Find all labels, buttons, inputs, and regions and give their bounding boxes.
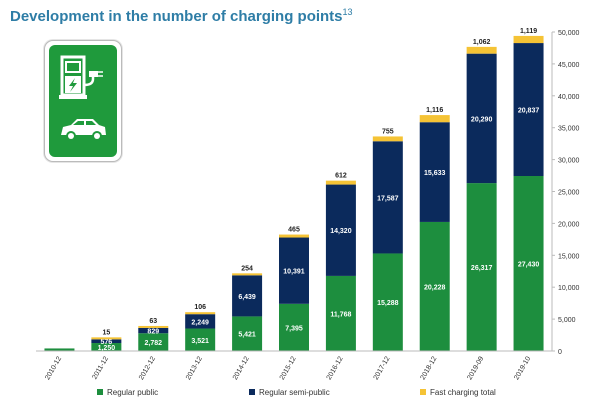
legend-swatch xyxy=(420,389,426,395)
bar-segment xyxy=(185,328,216,351)
x-tick-label: 2018-12 xyxy=(420,355,439,381)
bar-segment xyxy=(279,303,309,351)
data-label: 6,439 xyxy=(238,294,256,301)
y-tick-label: 20,000 xyxy=(558,221,580,228)
bar-segment xyxy=(466,53,497,184)
x-tick-label: 2015-12 xyxy=(279,355,298,381)
bar-segment xyxy=(232,273,263,276)
bar-segment xyxy=(466,46,497,54)
data-label: 612 xyxy=(335,173,347,180)
data-label: 15,288 xyxy=(377,300,399,307)
data-label: 2,249 xyxy=(191,319,209,326)
legend-label: Regular semi-public xyxy=(259,388,330,397)
bar-segment xyxy=(138,327,169,334)
data-label: 576 xyxy=(101,339,113,346)
data-label: 254 xyxy=(241,265,253,272)
x-tick-label: 2012-12 xyxy=(138,355,157,381)
y-tick-label: 0 xyxy=(558,349,562,356)
x-tick-label: 2010-12 xyxy=(44,355,63,381)
bar-segment xyxy=(513,35,544,44)
data-label: 14,320 xyxy=(330,228,352,235)
data-label: 1,116 xyxy=(426,107,443,114)
y-tick-label: 40,000 xyxy=(558,94,580,101)
bar-segment xyxy=(91,343,122,351)
bar-segment xyxy=(372,253,403,351)
bar-segment xyxy=(513,43,544,176)
data-label: 2,782 xyxy=(145,340,163,347)
legend-swatch xyxy=(97,389,103,395)
chart-title: Development in the number of charging po… xyxy=(10,7,353,25)
data-label: 829 xyxy=(147,329,159,336)
y-tick-label: 25,000 xyxy=(558,190,580,197)
data-label: 11,768 xyxy=(330,311,351,318)
bar-segment xyxy=(513,175,544,351)
data-label: 20,290 xyxy=(471,116,493,123)
y-tick-label: 10,000 xyxy=(558,285,580,292)
x-tick-label: 2019-10 xyxy=(513,355,532,381)
bar-segment xyxy=(419,122,450,222)
bar-segment xyxy=(185,314,216,329)
bar-segment xyxy=(138,333,169,351)
data-label: 27,430 xyxy=(518,261,540,268)
bar-segment xyxy=(325,180,356,185)
data-label: 7,395 xyxy=(285,325,303,332)
y-tick-label: 35,000 xyxy=(558,126,580,133)
data-label: 15,633 xyxy=(424,170,446,177)
bar-segment xyxy=(419,221,450,351)
bar-segment xyxy=(279,237,309,304)
data-label: 1,250 xyxy=(98,345,116,352)
legend-label: Regular public xyxy=(107,388,158,397)
x-tick-label: 2011-12 xyxy=(91,355,110,380)
data-label: 5,421 xyxy=(238,332,256,339)
data-label: 465 xyxy=(288,227,300,234)
y-tick-label: 30,000 xyxy=(558,158,580,165)
bar-segment xyxy=(279,234,309,238)
ev-charging-sign-icon xyxy=(44,40,122,162)
x-tick-label: 2016-12 xyxy=(326,355,345,381)
bar-segment xyxy=(466,183,497,351)
y-tick-label: 45,000 xyxy=(558,62,580,69)
bar-segment xyxy=(325,275,356,351)
data-label: 26,317 xyxy=(471,265,493,272)
x-tick-label: 2013-12 xyxy=(185,355,204,381)
bar-segment xyxy=(185,312,216,315)
x-tick-label: 2019-09 xyxy=(466,355,485,381)
legend-swatch xyxy=(249,389,255,395)
bar-segment xyxy=(419,115,450,123)
data-label: 17,587 xyxy=(377,195,399,202)
data-label: 1,062 xyxy=(473,39,491,46)
bar-segment xyxy=(91,337,122,340)
data-label: 106 xyxy=(194,304,206,311)
legend-label: Fast charging total xyxy=(430,388,496,397)
bar-segment xyxy=(372,136,403,142)
chart-title-text: Development in the number of charging po… xyxy=(10,8,343,25)
data-label: 20,837 xyxy=(518,108,540,115)
bar-segment xyxy=(91,339,122,344)
y-tick-label: 50,000 xyxy=(558,30,580,37)
data-label: 15 xyxy=(102,329,110,336)
bar-segment xyxy=(44,348,75,351)
data-label: 10,391 xyxy=(283,269,305,276)
y-tick-label: 5,000 xyxy=(558,317,576,324)
bar-segment xyxy=(232,316,263,351)
bar-segment xyxy=(325,184,356,276)
title-footnote-ref: 13 xyxy=(342,7,353,17)
y-tick-label: 15,000 xyxy=(558,253,580,260)
bar-segment xyxy=(138,325,169,328)
data-label: 3,521 xyxy=(191,338,209,345)
data-label: 1,119 xyxy=(520,28,537,35)
bar-segment xyxy=(232,275,263,317)
x-tick-label: 2017-12 xyxy=(373,355,392,381)
data-label: 63 xyxy=(149,318,157,325)
bar-segment xyxy=(372,141,403,254)
data-label: 20,228 xyxy=(424,284,446,291)
x-tick-label: 2014-12 xyxy=(232,355,251,381)
data-label: 755 xyxy=(382,128,394,135)
